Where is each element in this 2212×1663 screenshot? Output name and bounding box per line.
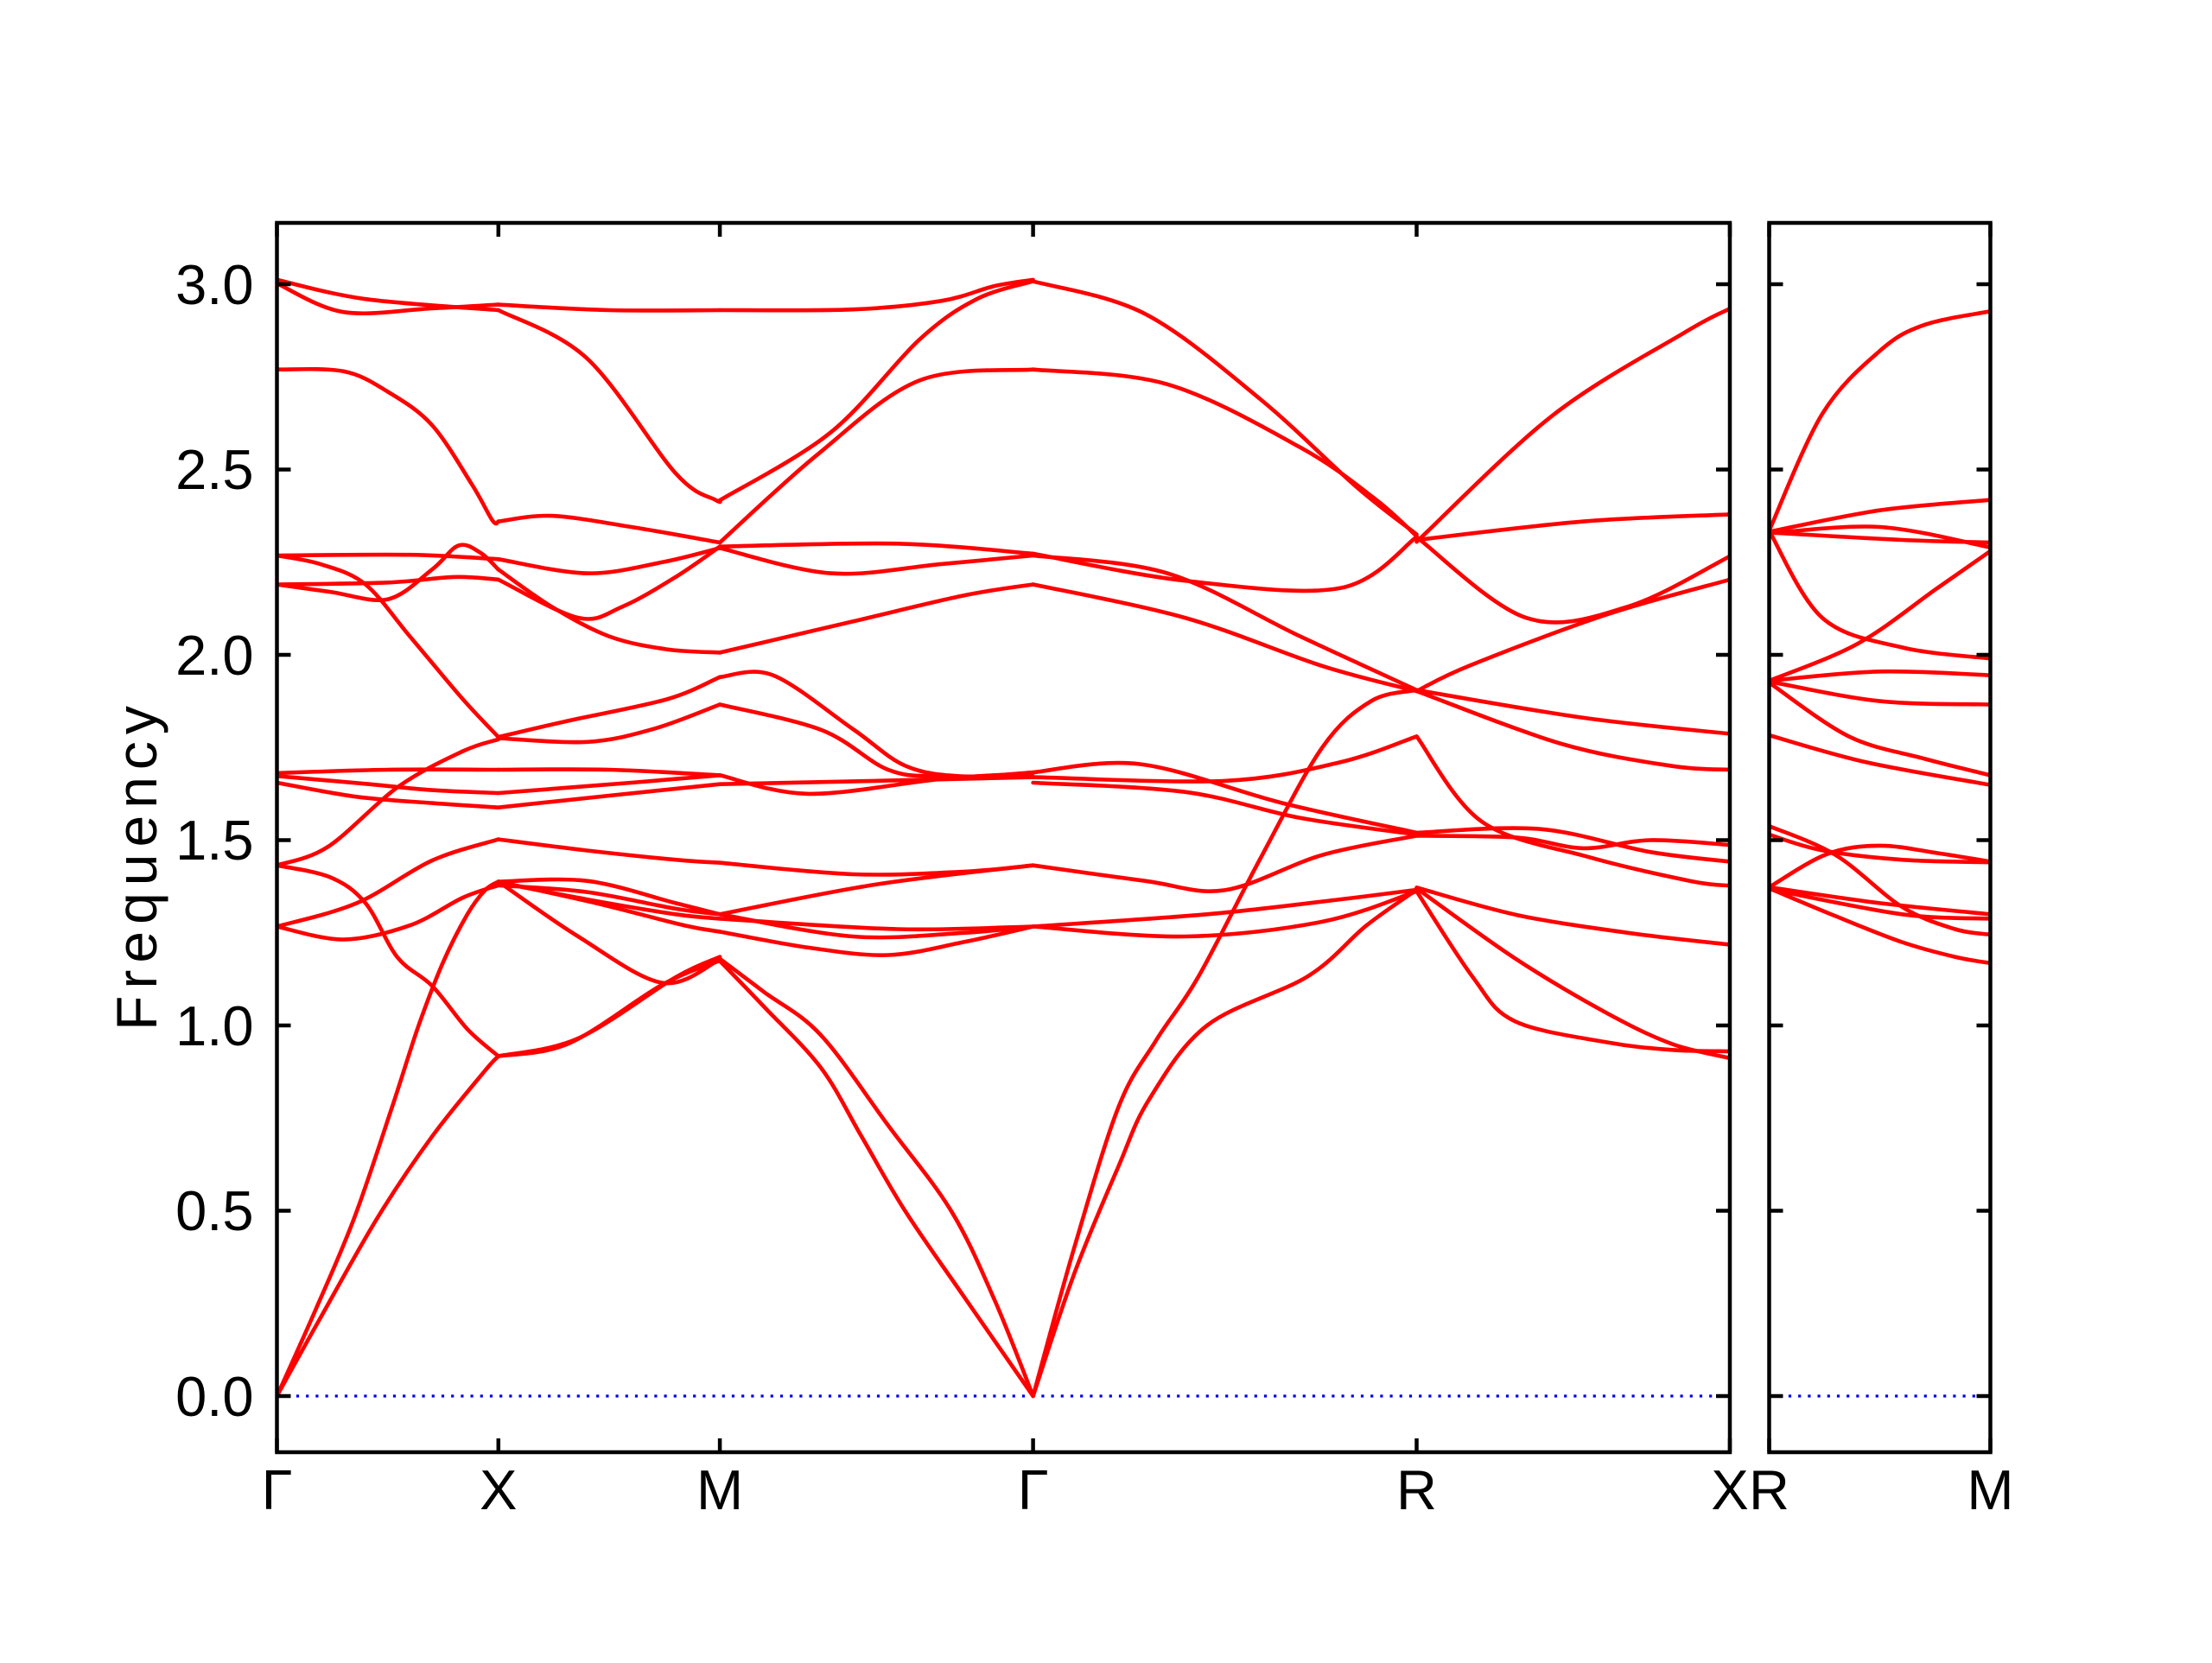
svg-text:2.5: 2.5 [175,438,253,501]
svg-text:M: M [1967,1458,2013,1521]
svg-text:X: X [480,1458,517,1521]
svg-text:1.5: 1.5 [175,809,253,872]
svg-text:Γ: Γ [262,1458,293,1521]
svg-text:Γ: Γ [1018,1458,1049,1521]
svg-text:Frequency: Frequency [105,699,168,1031]
svg-text:X: X [1711,1458,1748,1521]
svg-text:R: R [1396,1458,1437,1521]
svg-text:0.5: 0.5 [175,1179,253,1242]
svg-text:R: R [1749,1458,1789,1521]
svg-text:M: M [696,1458,743,1521]
svg-text:3.0: 3.0 [175,253,253,316]
svg-text:0.0: 0.0 [175,1365,253,1428]
svg-text:2.0: 2.0 [175,624,253,687]
svg-text:1.0: 1.0 [175,994,253,1057]
